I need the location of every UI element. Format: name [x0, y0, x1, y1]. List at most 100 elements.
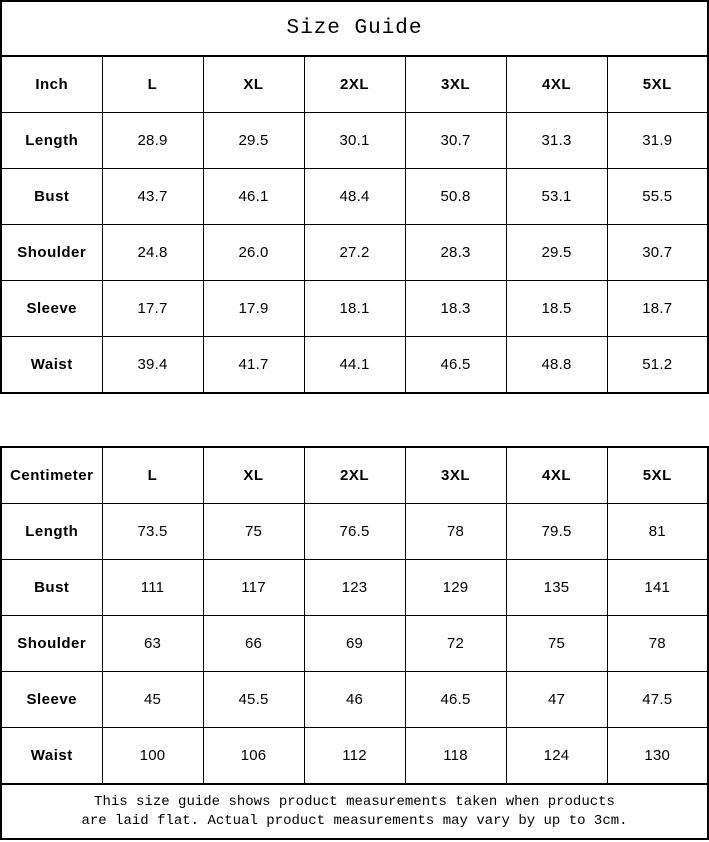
measurement-value: 66: [202, 615, 305, 672]
measurement-value: 117: [202, 559, 305, 616]
row-header-waist: Waist: [0, 727, 103, 785]
column-header-xl: XL: [202, 55, 305, 113]
measurement-value: 63: [101, 615, 204, 672]
table-row-waist: Waist 39.4 41.7 44.1 46.5 48.8 51.2: [0, 336, 709, 394]
row-header-sleeve: Sleeve: [0, 671, 103, 728]
measurement-value: 118: [404, 727, 507, 785]
measurement-value: 78: [404, 503, 507, 560]
inch-table-header-row: Inch L XL 2XL 3XL 4XL 5XL: [0, 55, 709, 113]
measurement-value: 76.5: [303, 503, 406, 560]
measurement-value: 53.1: [505, 168, 608, 225]
column-header-3xl: 3XL: [404, 55, 507, 113]
measurement-value: 18.1: [303, 280, 406, 337]
measurement-value: 48.4: [303, 168, 406, 225]
row-header-length: Length: [0, 112, 103, 169]
row-header-bust: Bust: [0, 559, 103, 616]
measurement-value: 130: [606, 727, 709, 785]
measurement-value: 51.2: [606, 336, 709, 394]
measurement-value: 41.7: [202, 336, 305, 394]
measurement-value: 47.5: [606, 671, 709, 728]
table-row-shoulder: Shoulder 63 66 69 72 75 78: [0, 615, 709, 672]
measurement-value: 46.5: [404, 336, 507, 394]
measurement-value: 28.9: [101, 112, 204, 169]
measurement-value: 72: [404, 615, 507, 672]
measurement-value: 18.7: [606, 280, 709, 337]
measurement-value: 81: [606, 503, 709, 560]
footer-note-line2: are laid flat. Actual product measuremen…: [81, 812, 628, 829]
measurement-value: 31.9: [606, 112, 709, 169]
measurement-value: 75: [505, 615, 608, 672]
column-header-l: L: [101, 446, 204, 504]
row-header-length: Length: [0, 503, 103, 560]
page-title: Size Guide: [286, 17, 423, 40]
measurement-value: 112: [303, 727, 406, 785]
footer-note-line1: This size guide shows product measuremen…: [94, 793, 615, 810]
column-header-l: L: [101, 55, 204, 113]
measurement-value: 43.7: [101, 168, 204, 225]
measurement-value: 46.1: [202, 168, 305, 225]
measurement-value: 55.5: [606, 168, 709, 225]
measurement-value: 30.1: [303, 112, 406, 169]
inch-table: Inch L XL 2XL 3XL 4XL 5XL Length 28.9 29…: [0, 55, 709, 394]
measurement-value: 50.8: [404, 168, 507, 225]
measurement-value: 17.9: [202, 280, 305, 337]
measurement-value: 29.5: [505, 224, 608, 281]
measurement-value: 30.7: [606, 224, 709, 281]
measurement-value: 27.2: [303, 224, 406, 281]
measurement-value: 31.3: [505, 112, 608, 169]
measurement-value: 45: [101, 671, 204, 728]
footer-note-box: This size guide shows product measuremen…: [0, 783, 709, 840]
measurement-value: 24.8: [101, 224, 204, 281]
centimeter-table: Centimeter L XL 2XL 3XL 4XL 5XL Length 7…: [0, 446, 709, 785]
measurement-value: 100: [101, 727, 204, 785]
measurement-value: 18.5: [505, 280, 608, 337]
column-header-5xl: 5XL: [606, 446, 709, 504]
table-row-length: Length 73.5 75 76.5 78 79.5 81: [0, 503, 709, 560]
column-header-3xl: 3XL: [404, 446, 507, 504]
table-row-waist: Waist 100 106 112 118 124 130: [0, 727, 709, 785]
column-header-xl: XL: [202, 446, 305, 504]
row-header-shoulder: Shoulder: [0, 615, 103, 672]
measurement-value: 75: [202, 503, 305, 560]
measurement-value: 26.0: [202, 224, 305, 281]
table-row-shoulder: Shoulder 24.8 26.0 27.2 28.3 29.5 30.7: [0, 224, 709, 281]
table-row-bust: Bust 111 117 123 129 135 141: [0, 559, 709, 616]
measurement-value: 78: [606, 615, 709, 672]
measurement-value: 111: [101, 559, 204, 616]
measurement-value: 46: [303, 671, 406, 728]
column-header-5xl: 5XL: [606, 55, 709, 113]
table-row-bust: Bust 43.7 46.1 48.4 50.8 53.1 55.5: [0, 168, 709, 225]
measurement-value: 141: [606, 559, 709, 616]
measurement-value: 30.7: [404, 112, 507, 169]
measurement-value: 79.5: [505, 503, 608, 560]
unit-header-centimeter: Centimeter: [0, 446, 103, 504]
measurement-value: 47: [505, 671, 608, 728]
column-header-2xl: 2XL: [303, 55, 406, 113]
measurement-value: 28.3: [404, 224, 507, 281]
column-header-4xl: 4XL: [505, 55, 608, 113]
row-header-bust: Bust: [0, 168, 103, 225]
measurement-value: 39.4: [101, 336, 204, 394]
measurement-value: 46.5: [404, 671, 507, 728]
row-header-shoulder: Shoulder: [0, 224, 103, 281]
measurement-value: 73.5: [101, 503, 204, 560]
measurement-value: 45.5: [202, 671, 305, 728]
column-header-2xl: 2XL: [303, 446, 406, 504]
row-header-waist: Waist: [0, 336, 103, 394]
measurement-value: 17.7: [101, 280, 204, 337]
row-header-sleeve: Sleeve: [0, 280, 103, 337]
title-box: Size Guide: [0, 0, 709, 57]
measurement-value: 106: [202, 727, 305, 785]
measurement-value: 135: [505, 559, 608, 616]
measurement-value: 48.8: [505, 336, 608, 394]
unit-header-inch: Inch: [0, 55, 103, 113]
measurement-value: 44.1: [303, 336, 406, 394]
measurement-value: 29.5: [202, 112, 305, 169]
table-row-sleeve: Sleeve 45 45.5 46 46.5 47 47.5: [0, 671, 709, 728]
measurement-value: 69: [303, 615, 406, 672]
measurement-value: 18.3: [404, 280, 507, 337]
table-row-length: Length 28.9 29.5 30.1 30.7 31.3 31.9: [0, 112, 709, 169]
measurement-value: 124: [505, 727, 608, 785]
measurement-value: 123: [303, 559, 406, 616]
